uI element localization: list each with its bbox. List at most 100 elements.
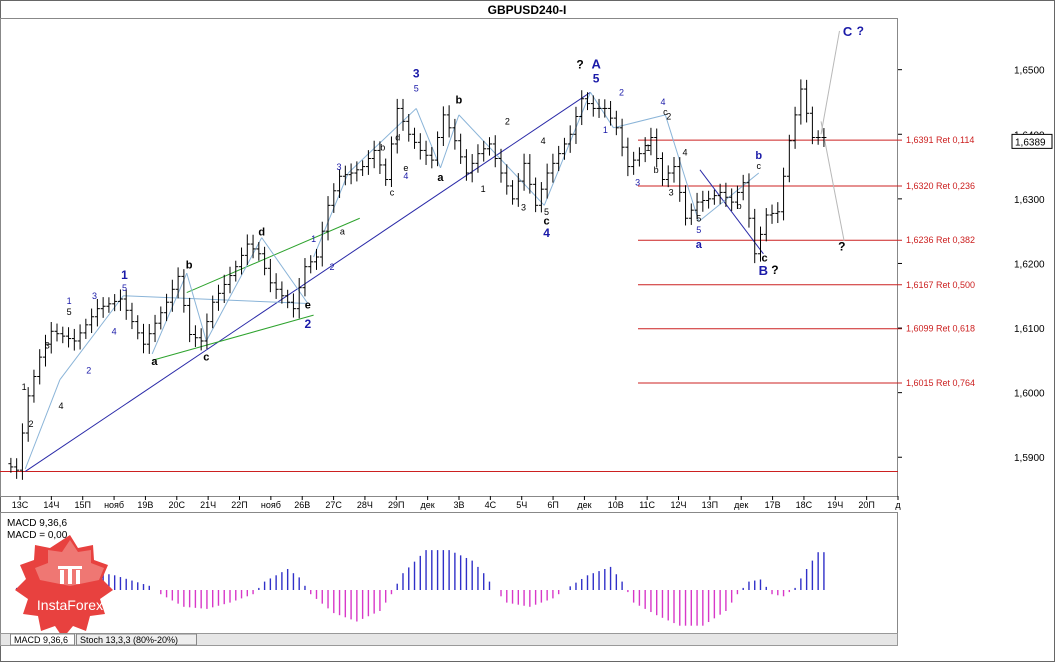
wave-label: B (759, 263, 768, 278)
wave-c-line (699, 169, 764, 255)
ohlc-bar (527, 154, 533, 194)
ohlc-bar (798, 79, 804, 125)
ohlc-bar (769, 204, 775, 224)
wave-path-5 (205, 237, 263, 342)
price-tick-label: 1,6200 (1014, 259, 1045, 270)
ohlc-bar (394, 98, 400, 154)
ohlc-bar (671, 156, 677, 183)
ohlc-bar (48, 321, 54, 354)
wave-label: 4 (403, 171, 408, 181)
time-tick-label: 4С (485, 500, 497, 510)
ohlc-bar (550, 153, 556, 183)
wave-path-2 (123, 295, 308, 305)
ohlc-bar (198, 328, 204, 351)
ohlc-bar (221, 274, 227, 304)
ohlc-bar (319, 221, 325, 267)
time-tick-label: 12Ч (670, 500, 686, 510)
ohlc-bar (215, 284, 221, 311)
wave-label: e (403, 163, 408, 173)
wave-label: 5 (696, 213, 701, 223)
ohlc-bar (757, 226, 763, 262)
fib-label-0: 1,6391 Ret 0,114 (906, 135, 974, 145)
ohlc-bar (169, 279, 175, 312)
wave-path-4 (186, 273, 207, 342)
ohlc-bar (717, 183, 723, 205)
bottom-tab-bar: MACD 9,36,6 Stoch 13,3,3 (80%-20%) (0, 633, 898, 646)
ohlc-bar (544, 163, 550, 199)
ohlc-bar (417, 133, 423, 160)
current-price-box (1011, 133, 1053, 149)
ohlc-bar (752, 208, 758, 264)
ohlc-bar (250, 234, 256, 259)
wave-label: 2 (305, 317, 312, 331)
wave-label: 5 (67, 307, 72, 317)
time-tick-label: 26В (294, 500, 310, 510)
ohlc-bar (538, 182, 544, 213)
ohlc-bar (106, 297, 112, 313)
wave-label: 5 (544, 207, 549, 217)
wave-label: 2 (29, 419, 34, 429)
ohlc-bar (273, 273, 279, 299)
ohlc-bar (100, 297, 106, 318)
ohlc-bar (123, 289, 129, 320)
time-tick-label: дек (421, 500, 435, 510)
time-tick-label: 15П (74, 500, 90, 510)
wave-label: ? (771, 263, 778, 277)
wave-label: 4 (543, 226, 550, 240)
ohlc-bar (429, 147, 435, 169)
time-tick-label: 13C (12, 500, 29, 510)
time-tick-label: 20П (858, 500, 874, 510)
price-tick-label: 1,6500 (1014, 66, 1045, 77)
wave-label: 2 (666, 111, 671, 121)
wave-label: 5 (414, 84, 419, 94)
wave-label: C (843, 24, 853, 39)
ohlc-bar (492, 135, 498, 168)
ohlc-bar (809, 106, 815, 145)
wave-label: e (305, 300, 311, 312)
ohlc-bar (567, 125, 573, 153)
ohlc-bar (579, 90, 585, 126)
ohlc-bar (54, 323, 60, 342)
wave-label: b (380, 142, 385, 152)
fib-label-3: 1,6167 Ret 0,500 (906, 280, 975, 290)
fib-label-4: 1,6099 Ret 0,618 (906, 324, 975, 334)
ohlc-bar (585, 92, 591, 111)
logo-badge-highlight (35, 540, 104, 586)
ohlc-bar (729, 188, 735, 211)
wave-label: a (696, 239, 703, 251)
time-tick-label: 20С (169, 500, 186, 510)
time-tick-label: 27С (325, 500, 342, 510)
ohlc-bar (71, 328, 77, 351)
wave-label: c (761, 253, 767, 265)
tab-macd-label: MACD 9,36,6 (14, 635, 68, 645)
ohlc-bar (642, 137, 648, 163)
wave-label: 3 (669, 188, 674, 198)
ohlc-bar (665, 165, 671, 188)
ohlc-bar (187, 297, 193, 343)
wave-label: a (437, 172, 444, 184)
tab-macd[interactable] (10, 633, 75, 646)
chart-title: GBPUSD240-I (488, 3, 567, 17)
time-tick-label: д (895, 500, 901, 510)
ohlc-bar (602, 99, 608, 118)
ohlc-bar (648, 127, 654, 156)
ohlc-bar (688, 203, 694, 225)
ohlc-bar (498, 148, 504, 183)
price-tick-label: 1,6100 (1014, 324, 1045, 335)
wave-path-13 (589, 92, 614, 129)
ohlc-bar (608, 100, 614, 126)
time-tick-label: 5Ч (516, 500, 527, 510)
logo-text: InstaForex (37, 597, 103, 613)
ohlc-bar (486, 137, 492, 156)
wave-path-8 (347, 108, 417, 174)
ohlc-bar (596, 98, 602, 118)
ohlc-bar (60, 326, 66, 344)
wave-label: ? (838, 240, 845, 254)
tab-stoch[interactable] (76, 633, 197, 646)
projection-down-line (820, 121, 845, 241)
ohlc-bar (515, 173, 521, 207)
ohlc-bar (262, 246, 268, 276)
ohlc-bar (700, 190, 706, 212)
wave-label: b (456, 94, 463, 106)
wave-path-0 (24, 379, 61, 470)
